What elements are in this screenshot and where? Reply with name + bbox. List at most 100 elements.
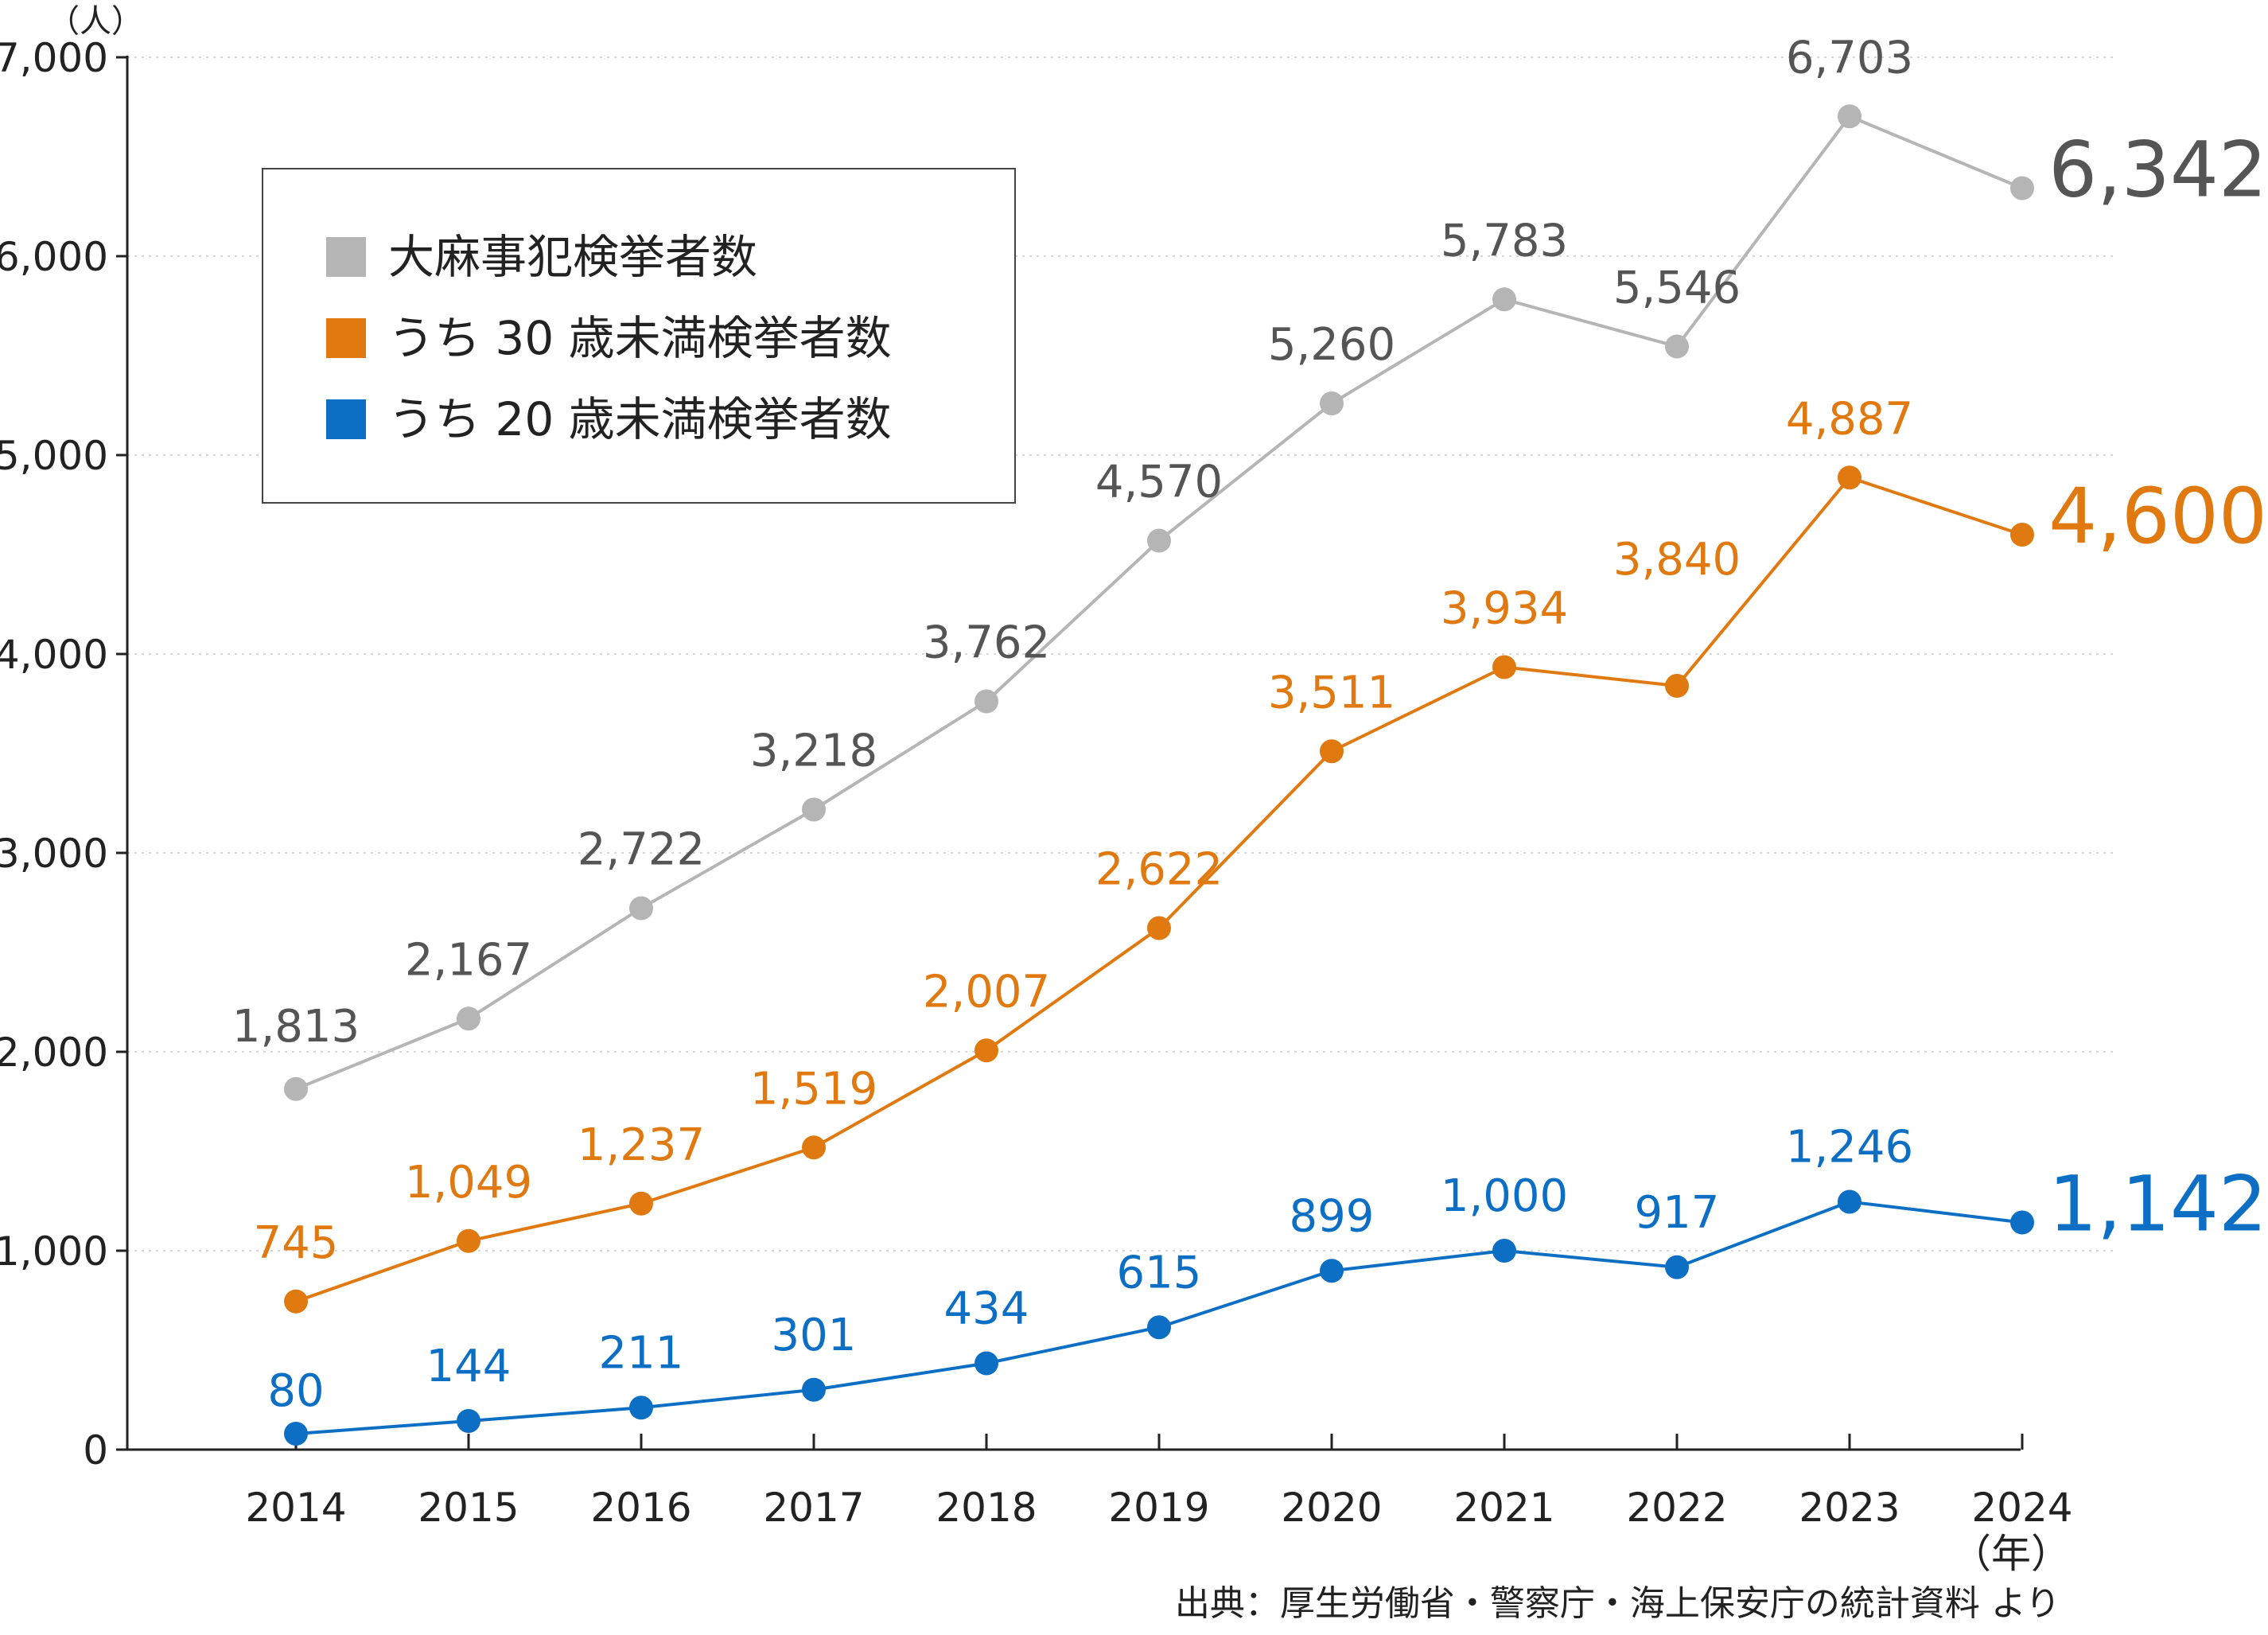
source-note: 出典：厚生労働省・警察庁・海上保安庁の統計資料 より [1175, 1583, 2060, 1624]
data-label-0-0: 1,813 [232, 1001, 360, 1053]
data-label-2-0: 80 [267, 1365, 324, 1417]
data-label-1-2: 1,237 [578, 1119, 705, 1171]
data-label-2-3: 301 [772, 1310, 857, 1361]
data-point-1-9 [1838, 465, 1861, 490]
x-tick-label-2: 2016 [590, 1485, 691, 1531]
x-tick-label-1: 2015 [418, 1485, 519, 1531]
legend-swatch-1 [326, 318, 366, 358]
data-point-1-1 [457, 1228, 480, 1253]
x-tick-label-7: 2021 [1453, 1485, 1554, 1531]
y-tick-label-6: 6,000 [0, 234, 108, 280]
x-tick-label-3: 2017 [763, 1485, 864, 1531]
end-label-2: 1,142 [2048, 1160, 2267, 1249]
data-point-0-0 [284, 1076, 308, 1101]
data-label-0-3: 3,218 [750, 726, 877, 777]
data-label-2-8: 917 [1635, 1187, 1720, 1239]
data-point-1-5 [1147, 916, 1171, 940]
data-point-0-4 [975, 689, 998, 714]
end-label-0: 6,342 [2048, 126, 2267, 215]
data-point-2-4 [975, 1351, 998, 1376]
x-tick-label-4: 2018 [936, 1485, 1037, 1531]
series-0: 1,813 2,167 2,722 3,218 3,762 4,570 5,260 5,783… [232, 32, 2267, 1101]
data-point-1-2 [629, 1191, 653, 1216]
y-tick-label-5: 5,000 [0, 433, 108, 479]
x-tick-label-8: 2022 [1626, 1485, 1727, 1531]
end-label-1: 4,600 [2048, 472, 2267, 561]
data-point-0-8 [1665, 334, 1689, 359]
data-point-1-10 [2010, 523, 2034, 547]
data-label-2-1: 144 [426, 1341, 512, 1392]
data-point-2-1 [457, 1409, 480, 1433]
legend-label-0: 大麻事犯検挙者数 [388, 230, 757, 284]
data-point-1-8 [1665, 674, 1689, 698]
legend-swatch-0 [326, 237, 366, 277]
data-label-0-5: 4,570 [1095, 457, 1223, 508]
x-tick-label-10: 2024 [1971, 1485, 2072, 1531]
data-point-2-2 [629, 1396, 653, 1420]
data-label-1-6: 3,511 [1268, 667, 1395, 718]
legend-label-1: うち 30 歳未満検挙者数 [388, 311, 892, 365]
data-point-0-10 [2010, 176, 2034, 200]
data-label-2-4: 434 [944, 1283, 1029, 1335]
data-point-1-7 [1492, 655, 1516, 679]
data-point-0-3 [802, 797, 826, 822]
y-tick-label-4: 4,000 [0, 632, 108, 678]
data-label-1-0: 745 [254, 1217, 339, 1269]
legend: 大麻事犯検挙者数 うち 30 歳未満検挙者数 うち 20 歳未満検挙者数 [262, 168, 1016, 504]
data-label-2-2: 211 [599, 1327, 684, 1379]
data-label-1-1: 1,049 [405, 1157, 532, 1209]
data-point-2-9 [1838, 1189, 1861, 1214]
data-point-2-5 [1147, 1315, 1171, 1340]
data-label-0-7: 5,783 [1441, 215, 1568, 267]
data-label-2-9: 1,246 [1786, 1122, 1913, 1174]
data-label-1-9: 4,887 [1786, 393, 1913, 445]
data-label-2-7: 1,000 [1441, 1170, 1568, 1222]
data-label-1-8: 3,840 [1613, 534, 1741, 586]
data-label-1-5: 2,622 [1095, 844, 1223, 896]
data-point-2-3 [802, 1377, 826, 1402]
data-point-1-0 [284, 1289, 308, 1314]
series-1: 745 1,049 1,237 1,519 2,007 2,622 3,511 3,934 3,… [254, 393, 2267, 1314]
data-label-0-8: 5,546 [1613, 263, 1741, 314]
data-label-1-7: 3,934 [1441, 583, 1568, 635]
data-label-2-6: 899 [1290, 1190, 1375, 1242]
data-point-1-3 [802, 1135, 826, 1160]
legend-swatch-2 [326, 399, 366, 439]
data-point-0-2 [629, 896, 653, 921]
data-point-2-0 [284, 1422, 308, 1446]
data-point-0-7 [1492, 287, 1516, 312]
y-axis-unit: （人） [48, 3, 143, 40]
data-point-0-9 [1838, 104, 1861, 129]
data-point-1-6 [1320, 739, 1344, 764]
data-point-0-1 [457, 1006, 480, 1031]
x-axis-ticks: 2014 2015 2016 2017 2018 2019 2020 2021 2022 2023… [245, 1434, 2073, 1531]
data-point-0-5 [1147, 528, 1171, 553]
y-tick-label-0: 0 [83, 1427, 108, 1473]
x-tick-label-6: 2020 [1281, 1485, 1382, 1531]
data-label-1-3: 1,519 [750, 1063, 877, 1115]
data-label-0-9: 6,703 [1786, 32, 1913, 84]
y-tick-label-2: 2,000 [0, 1030, 108, 1076]
data-point-1-4 [975, 1038, 998, 1063]
y-axis-ticks: 0 1,000 2,000 3,000 4,000 5,000 6,000 7,000 [0, 35, 127, 1473]
data-point-0-6 [1320, 391, 1344, 415]
data-label-0-4: 3,762 [923, 617, 1050, 669]
x-tick-label-0: 2014 [245, 1485, 346, 1531]
data-label-0-6: 5,260 [1268, 319, 1395, 371]
series-2: 80 144 211 301 434 615 899 1,000 917 1,246 1,142 [267, 1122, 2267, 1446]
data-point-2-8 [1665, 1255, 1689, 1279]
y-tick-label-7: 7,000 [0, 35, 108, 81]
legend-box [262, 168, 1016, 504]
x-tick-label-5: 2019 [1108, 1485, 1209, 1531]
axes [126, 56, 2021, 1451]
data-label-1-4: 2,007 [923, 966, 1050, 1018]
y-tick-label-3: 3,000 [0, 831, 108, 877]
series-group: 1,813 2,167 2,722 3,218 3,762 4,570 5,260 5,783… [232, 32, 2267, 1446]
y-tick-label-1: 1,000 [0, 1228, 108, 1275]
x-tick-label-9: 2023 [1799, 1485, 1900, 1531]
data-label-2-5: 615 [1117, 1247, 1202, 1298]
data-point-2-6 [1320, 1259, 1344, 1283]
data-point-2-10 [2010, 1210, 2034, 1235]
x-axis-unit: （年） [1951, 1531, 2071, 1577]
